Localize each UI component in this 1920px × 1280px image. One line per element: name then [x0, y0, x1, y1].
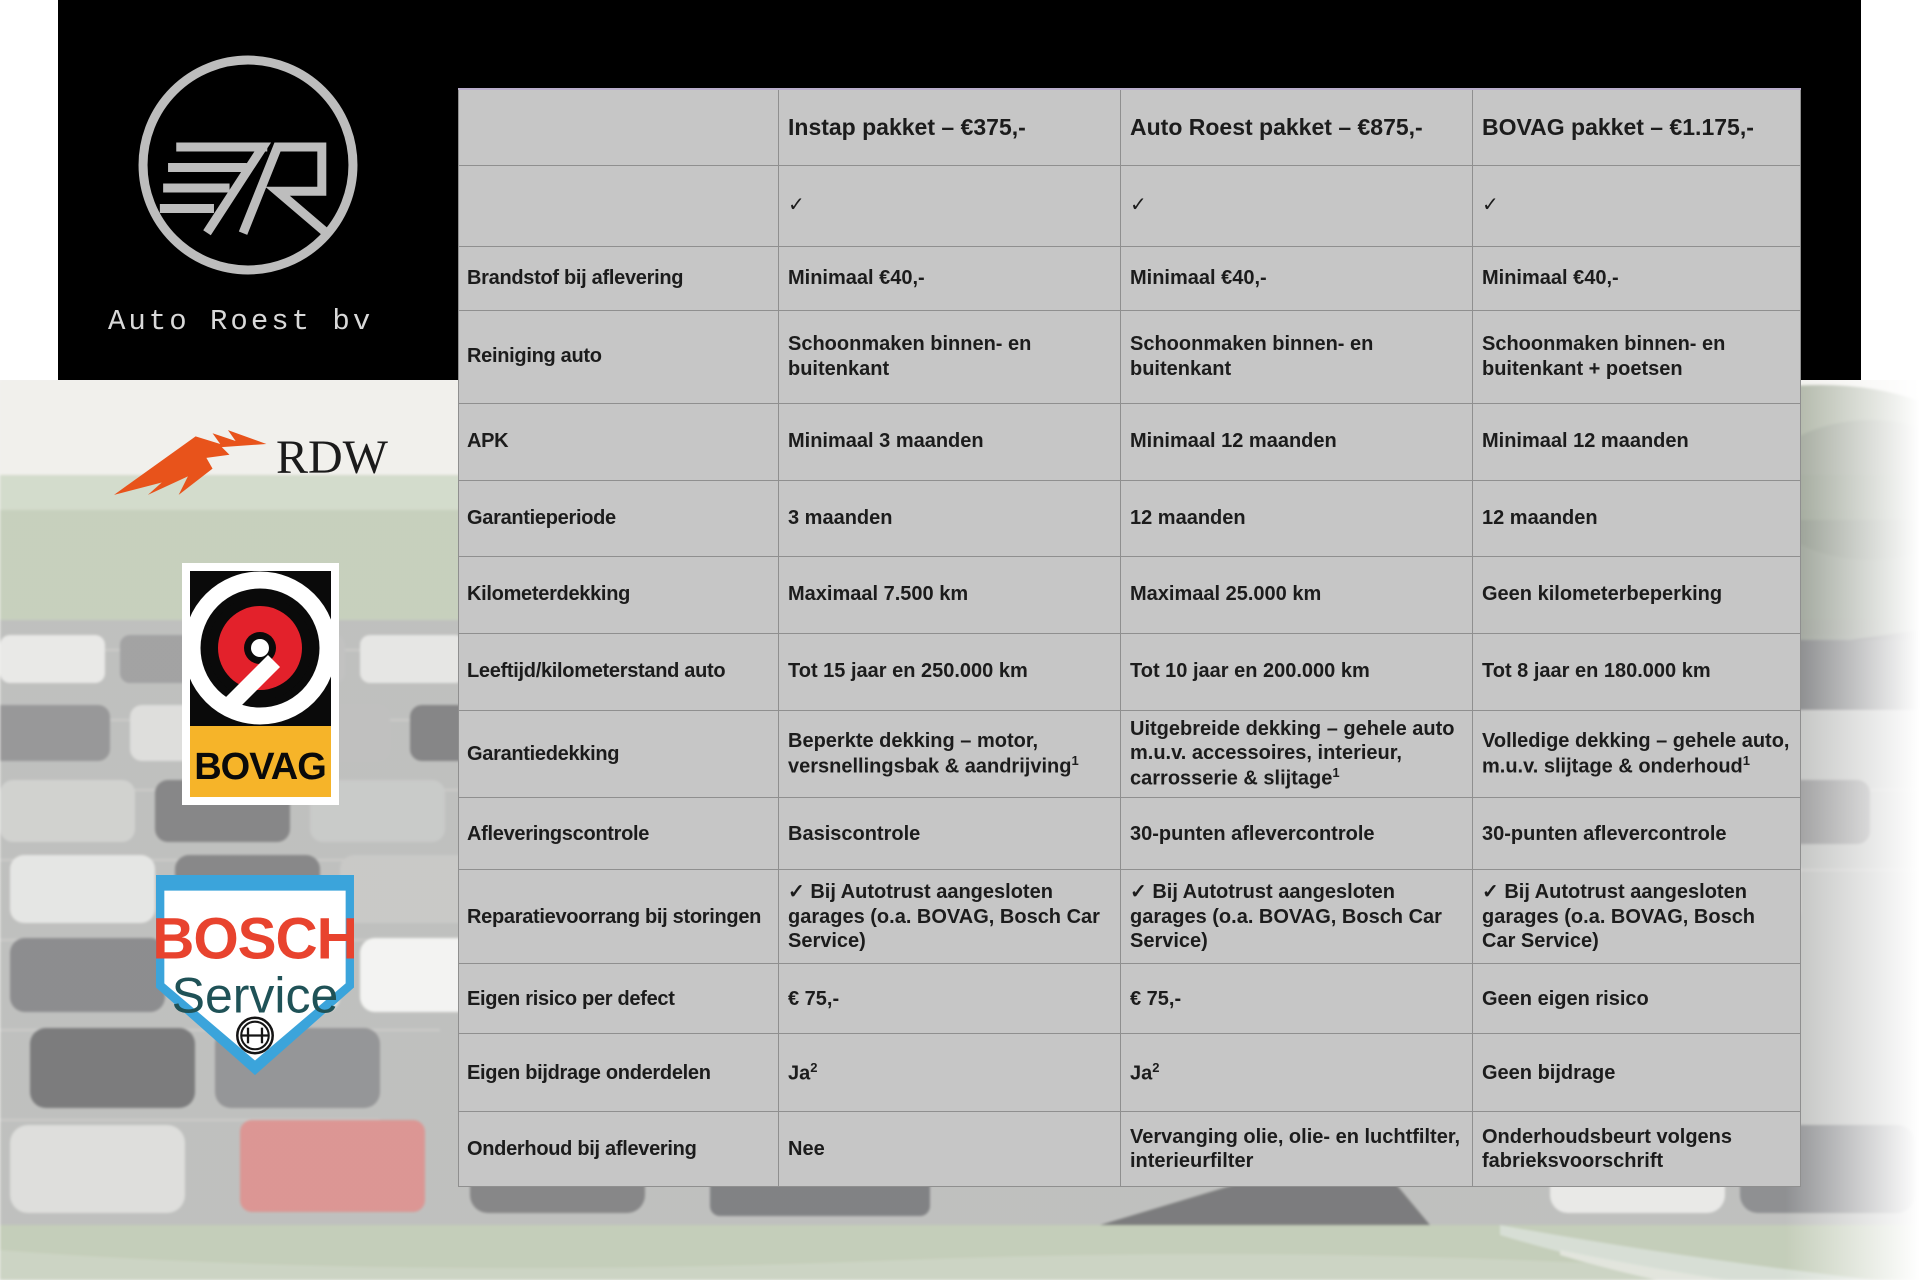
- svg-text:BOSCH: BOSCH: [156, 906, 354, 971]
- svg-text:BOVAG: BOVAG: [194, 746, 326, 788]
- svg-text:Service: Service: [172, 968, 339, 1024]
